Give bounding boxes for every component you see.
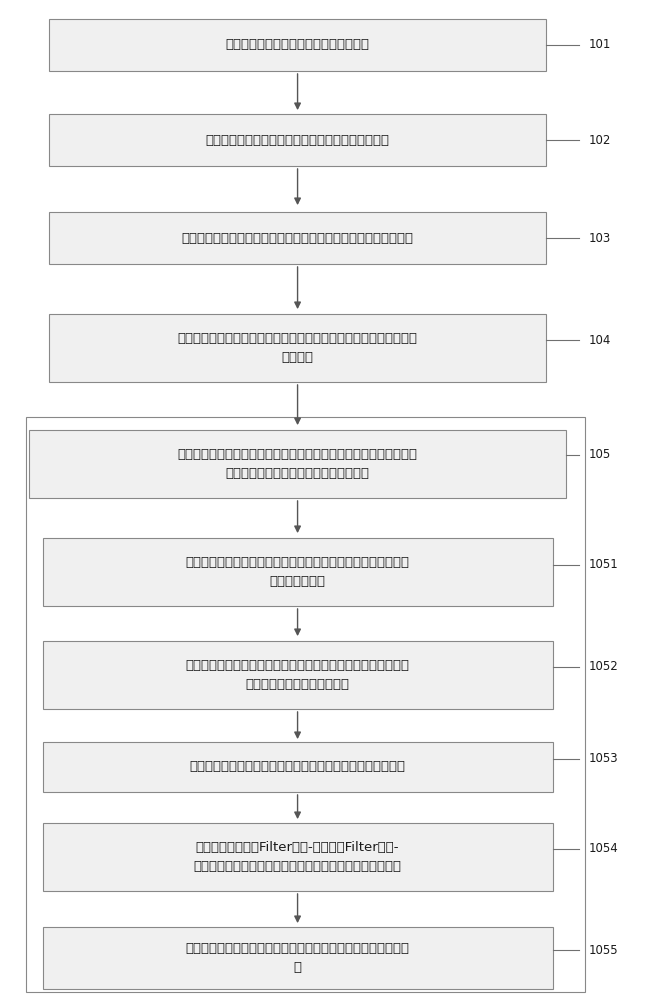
Text: 103: 103 (589, 232, 611, 244)
Text: 根据树木冠层结构特点，采用相应的区域形状确定不规则树木冠层的
区域范围: 根据树木冠层结构特点，采用相应的区域形状确定不规则树木冠层的 区域范围 (178, 332, 417, 364)
Text: 提取所述红外热图像数据中包含的所有像素点温度值: 提取所述红外热图像数据中包含的所有像素点温度值 (205, 133, 390, 146)
Text: 根据所述像素点温度值，将红外热图像由彩色图像转换为灰度图像: 根据所述像素点温度值，将红外热图像由彩色图像转换为灰度图像 (182, 232, 413, 244)
Text: 在灰度值区域提取像素点并且计算得到像素点个数的变异系数: 在灰度值区域提取像素点并且计算得到像素点个数的变异系数 (190, 760, 405, 774)
FancyBboxPatch shape (29, 430, 566, 498)
FancyBboxPatch shape (49, 314, 546, 382)
Text: 1052: 1052 (589, 660, 618, 674)
FancyBboxPatch shape (43, 823, 553, 891)
Text: 检测并获取待检测树木的红外热图像数据: 检测并获取待检测树木的红外热图像数据 (226, 38, 370, 51)
Text: 104: 104 (589, 334, 611, 347)
FancyBboxPatch shape (43, 927, 553, 989)
Text: 构建灰度值分别与像素点个数、温度值的关系，得到像素点个数
与温度值的关系: 构建灰度值分别与像素点个数、温度值的关系，得到像素点个数 与温度值的关系 (186, 556, 409, 588)
Text: 101: 101 (589, 38, 611, 51)
FancyBboxPatch shape (43, 641, 553, 709)
FancyBboxPatch shape (49, 212, 546, 264)
Text: 1051: 1051 (589, 558, 618, 572)
FancyBboxPatch shape (49, 19, 546, 71)
Text: 1053: 1053 (589, 752, 618, 766)
Text: 通过滑动平均法、Filter滤波-无权重、Filter滤波-
中心法对变异系数进行数据滤波处理，计算得到临界灰度值: 通过滑动平均法、Filter滤波-无权重、Filter滤波- 中心法对变异系数进… (194, 841, 402, 873)
Text: 根据临界灰度值确定像素点的取值范围，得到最适宜的像素点个
数: 根据临界灰度值确定像素点的取值范围，得到最适宜的像素点个 数 (186, 942, 409, 974)
Text: 105: 105 (589, 448, 611, 462)
Text: 1055: 1055 (589, 944, 618, 956)
FancyBboxPatch shape (43, 742, 553, 792)
FancyBboxPatch shape (43, 538, 553, 606)
Text: 根据像素点个数与温度值的关系，确定像素点个数与温度值呈现
线性关系所对应的灰度值区域: 根据像素点个数与温度值的关系，确定像素点个数与温度值呈现 线性关系所对应的灰度值… (186, 659, 409, 691)
Text: 102: 102 (589, 133, 611, 146)
Text: 在树木冠层的区域范围内，根据灰度图像中的灰度值，提取相应数量
的像素点，得到树木冠层温度的分布状态: 在树木冠层的区域范围内，根据灰度图像中的灰度值，提取相应数量 的像素点，得到树木… (178, 448, 417, 480)
FancyBboxPatch shape (49, 114, 546, 166)
Text: 1054: 1054 (589, 842, 618, 856)
